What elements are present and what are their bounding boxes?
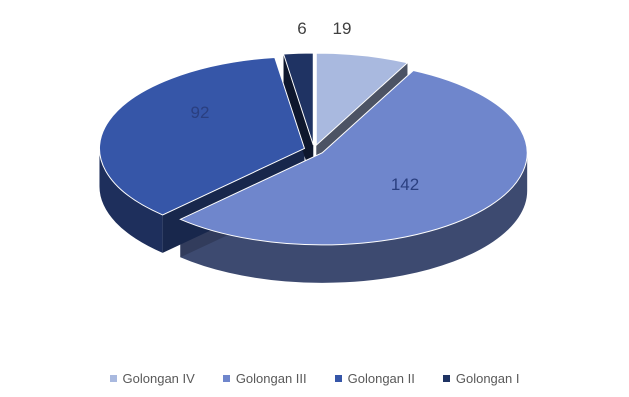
legend-label-golongan-iv: Golongan IV (123, 371, 195, 386)
legend-label-golongan-iii: Golongan III (236, 371, 307, 386)
data-label-golongan-i: 6 (297, 19, 306, 38)
legend-item-golongan-i[interactable]: Golongan I (443, 366, 520, 390)
data-label-golongan-iv: 19 (333, 19, 352, 38)
chart-legend: Golongan IV Golongan III Golongan II Gol… (0, 366, 629, 390)
legend-item-golongan-iii[interactable]: Golongan III (223, 366, 307, 390)
legend-swatch-golongan-iii (223, 375, 230, 382)
legend-item-golongan-iv[interactable]: Golongan IV (110, 366, 195, 390)
legend-item-golongan-ii[interactable]: Golongan II (335, 366, 415, 390)
legend-label-golongan-i: Golongan I (456, 371, 520, 386)
data-label-golongan-ii: 92 (191, 103, 210, 122)
legend-swatch-golongan-i (443, 375, 450, 382)
legend-label-golongan-ii: Golongan II (348, 371, 415, 386)
legend-swatch-golongan-iv (110, 375, 117, 382)
legend-swatch-golongan-ii (335, 375, 342, 382)
data-label-golongan-iii: 142 (391, 175, 419, 194)
pie-chart: 19 142 92 6 (0, 0, 629, 340)
